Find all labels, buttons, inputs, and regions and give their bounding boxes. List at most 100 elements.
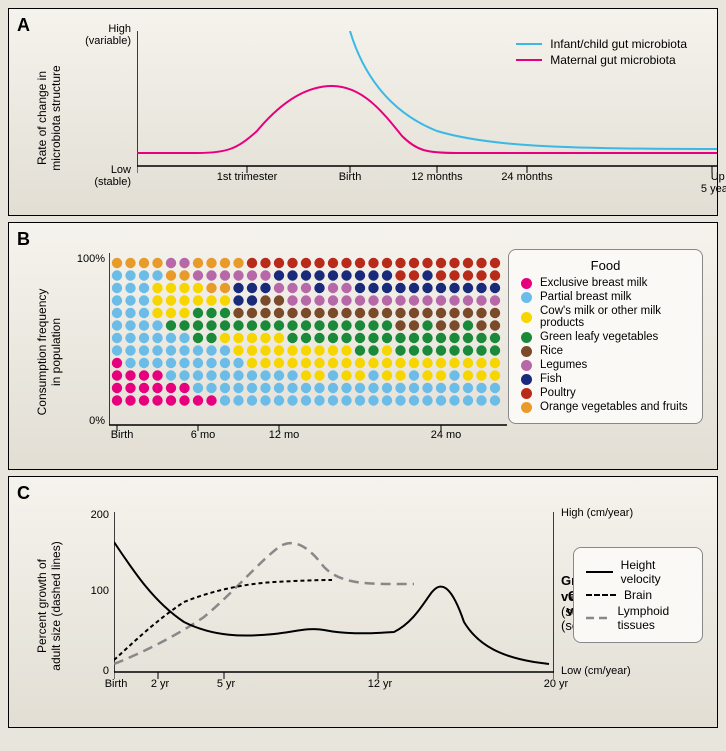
panel-b-legend-row: Fish <box>521 373 690 385</box>
food-dot <box>287 358 297 368</box>
food-dot <box>206 308 216 318</box>
food-dot <box>476 320 486 330</box>
food-dot <box>463 320 473 330</box>
panel-a-ybottom: Low (stable) <box>71 164 131 188</box>
food-dot <box>382 320 392 330</box>
food-dot <box>220 383 230 393</box>
food-dot <box>152 370 162 380</box>
food-dot <box>274 395 284 405</box>
panel-c-svg <box>114 512 554 702</box>
food-dot <box>193 270 203 280</box>
food-dot <box>260 358 270 368</box>
food-dot <box>125 370 135 380</box>
food-dot <box>355 308 365 318</box>
food-dot <box>314 370 324 380</box>
food-dot <box>395 283 405 293</box>
panel-a: A Rate of change in microbiota structure… <box>8 8 718 216</box>
food-dot <box>328 345 338 355</box>
food-dot <box>274 345 284 355</box>
food-dot <box>220 295 230 305</box>
food-dot <box>220 370 230 380</box>
food-dot <box>490 320 500 330</box>
food-dot <box>301 258 311 268</box>
food-dot <box>341 308 351 318</box>
food-dot <box>490 308 500 318</box>
food-dot <box>152 383 162 393</box>
food-dot <box>247 383 257 393</box>
food-dot <box>152 358 162 368</box>
maternal-curve <box>137 86 717 153</box>
food-dot <box>368 370 378 380</box>
food-dot <box>233 270 243 280</box>
food-dot <box>355 283 365 293</box>
food-dot <box>449 295 459 305</box>
food-dot <box>220 308 230 318</box>
panel-a-label: A <box>17 15 30 36</box>
food-dot <box>341 258 351 268</box>
food-dot <box>206 320 216 330</box>
food-dot <box>179 358 189 368</box>
food-dot <box>125 308 135 318</box>
food-dot <box>206 370 216 380</box>
food-dot <box>449 258 459 268</box>
food-dot <box>287 395 297 405</box>
food-dot <box>301 370 311 380</box>
food-dot <box>260 258 270 268</box>
food-dot <box>152 258 162 268</box>
xa-tick-2: Birth <box>330 171 370 183</box>
food-dot <box>193 395 203 405</box>
food-dot <box>382 333 392 343</box>
food-dot <box>436 320 446 330</box>
food-dot <box>341 295 351 305</box>
panel-b-xtick: 6 mo <box>178 429 228 441</box>
food-dot <box>274 270 284 280</box>
xa-tick-1: 1st trimester <box>207 171 287 183</box>
food-dot <box>260 283 270 293</box>
food-dot <box>422 345 432 355</box>
food-dot <box>233 383 243 393</box>
food-dot <box>125 333 135 343</box>
food-dot <box>260 383 270 393</box>
food-dot <box>166 320 176 330</box>
food-dot <box>382 358 392 368</box>
food-dot <box>355 333 365 343</box>
food-dot <box>179 270 189 280</box>
panel-b: B Consumption frequency in population 10… <box>8 222 718 470</box>
xa-tick-3: 12 months <box>407 171 467 183</box>
food-dot <box>395 345 405 355</box>
food-dot <box>287 333 297 343</box>
food-dot <box>476 383 486 393</box>
food-dot <box>476 358 486 368</box>
food-dot <box>193 308 203 318</box>
food-dot <box>368 345 378 355</box>
food-dot <box>112 283 122 293</box>
food-dot <box>463 383 473 393</box>
food-dot <box>490 395 500 405</box>
food-dot <box>436 358 446 368</box>
food-dot <box>233 283 243 293</box>
panel-b-xtick: 12 mo <box>259 429 309 441</box>
food-dot <box>274 283 284 293</box>
food-dot <box>152 283 162 293</box>
food-dot <box>463 333 473 343</box>
panel-b-yaxis-label: Consumption frequency in population <box>35 262 63 442</box>
food-dot <box>139 333 149 343</box>
food-dot <box>112 383 122 393</box>
food-dot <box>274 320 284 330</box>
food-dot <box>166 370 176 380</box>
food-dot <box>260 370 270 380</box>
food-dot <box>206 295 216 305</box>
panel-c-xtick: 12 yr <box>360 678 400 690</box>
food-dot <box>409 320 419 330</box>
panel-c-xtick: 20 yr <box>536 678 576 690</box>
food-dot <box>463 308 473 318</box>
food-dot <box>328 358 338 368</box>
food-dot <box>301 308 311 318</box>
food-dot <box>179 295 189 305</box>
food-dot <box>220 258 230 268</box>
food-dot <box>382 395 392 405</box>
food-dot <box>422 333 432 343</box>
food-dot <box>395 270 405 280</box>
food-dot <box>139 258 149 268</box>
food-dot <box>328 383 338 393</box>
